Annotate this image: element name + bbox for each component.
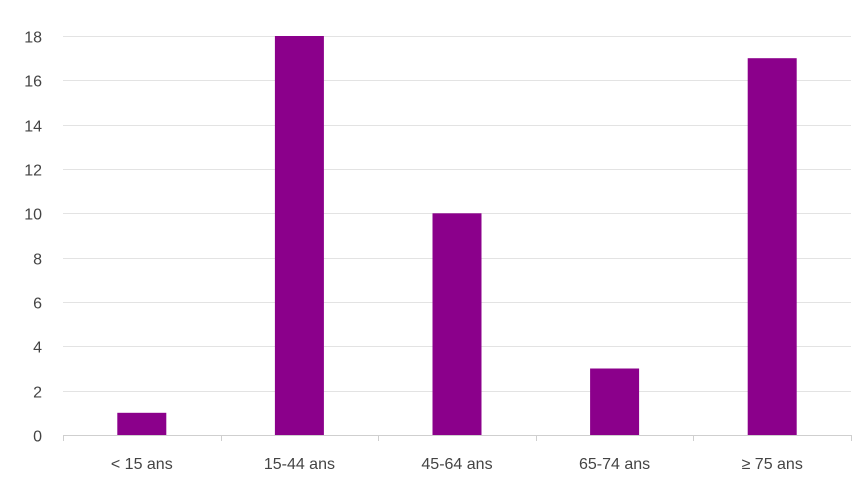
- y-tick-label: 14: [24, 119, 42, 136]
- x-tick-label: ≥ 75 ans: [742, 456, 803, 473]
- x-tick-label: 15-44 ans: [264, 456, 335, 473]
- y-tick-label: 12: [24, 163, 42, 180]
- bar: [747, 58, 797, 435]
- x-tick-label: < 15 ans: [111, 456, 173, 473]
- x-tick-label: 65-74 ans: [579, 456, 650, 473]
- x-axis-labels: < 15 ans 15-44 ans 45-64 ans 65-74 ans ≥ 75 …: [111, 456, 803, 473]
- x-tick-label: 45-64 ans: [421, 456, 492, 473]
- bar: [274, 36, 324, 435]
- bars: [117, 36, 797, 435]
- bar: [117, 412, 167, 435]
- bar: [590, 368, 640, 435]
- y-tick-label: 8: [33, 252, 42, 269]
- y-tick-label: 16: [24, 74, 42, 91]
- y-tick-label: 4: [33, 340, 42, 357]
- x-axis: [63, 435, 852, 441]
- y-tick-label: 18: [24, 30, 42, 47]
- y-tick-label: 6: [33, 296, 42, 313]
- y-tick-label: 10: [24, 207, 42, 224]
- y-tick-label: 0: [33, 429, 42, 446]
- bar: [432, 213, 482, 435]
- y-tick-label: 2: [33, 385, 42, 402]
- y-axis-ticks: 0 2 4 6 8 10 12 14 16 18: [24, 30, 42, 446]
